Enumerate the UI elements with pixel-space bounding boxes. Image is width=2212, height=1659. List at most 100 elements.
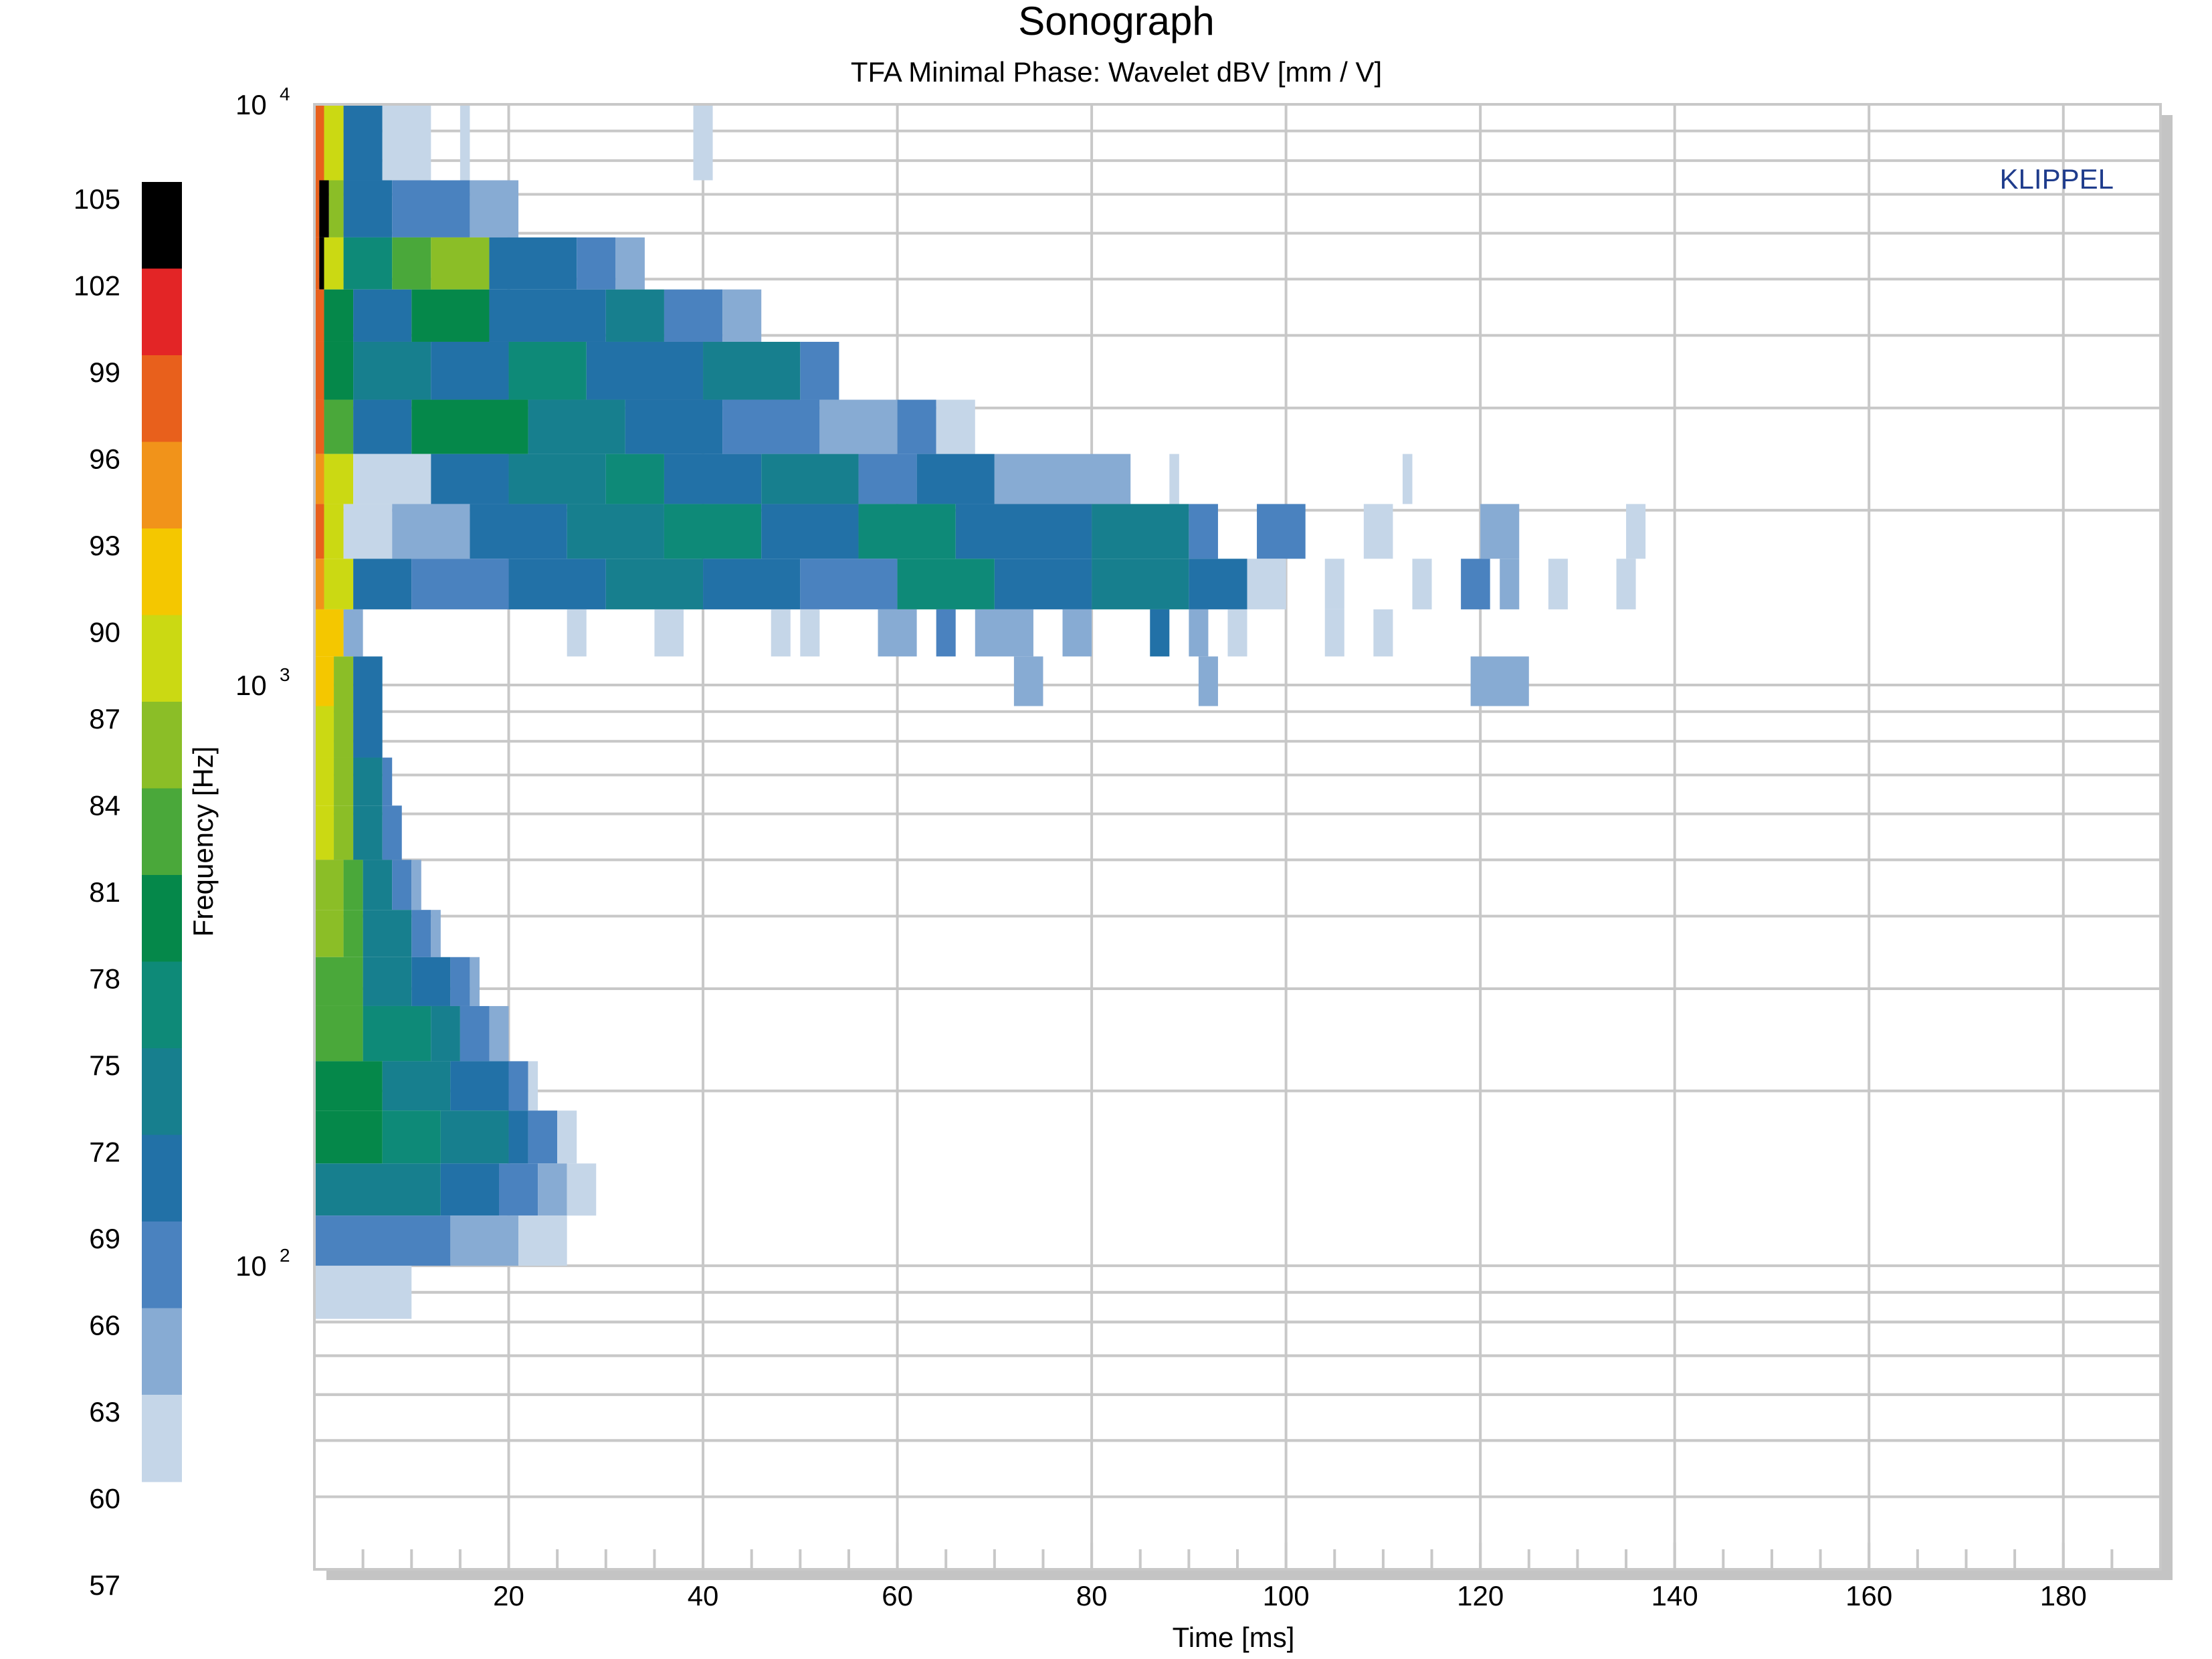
heatmap-cell: [994, 454, 1131, 504]
heatmap-cell: [382, 104, 431, 181]
heatmap-cell: [440, 1163, 499, 1216]
heatmap-cell: [334, 805, 354, 860]
y-tick-label: 10: [235, 89, 267, 120]
heatmap-cell: [664, 454, 762, 504]
heatmap-cell: [324, 399, 354, 454]
heatmap-cell: [508, 559, 606, 609]
heatmap-cell: [460, 1005, 490, 1062]
heatmap-cell: [858, 454, 917, 504]
heatmap-cell: [353, 341, 431, 400]
heatmap-cell: [353, 289, 412, 342]
heatmap-cell: [567, 609, 587, 657]
heatmap-cell: [897, 399, 936, 454]
x-tick-label: 40: [688, 1580, 719, 1612]
heatmap-cell: [1616, 559, 1636, 609]
heatmap-cell: [314, 706, 334, 758]
heatmap-cell: [324, 104, 344, 181]
heatmap-cell: [343, 609, 363, 657]
heatmap-cell: [1189, 504, 1218, 559]
heatmap-cell: [314, 1266, 412, 1319]
heatmap-cell: [324, 454, 354, 504]
heatmap-cell: [314, 1061, 383, 1111]
heatmap-cells: [314, 104, 1646, 1319]
heatmap-cell: [363, 860, 393, 910]
heatmap-cell: [1324, 559, 1344, 609]
colorbar-tick-label: 90: [89, 617, 120, 648]
heatmap-cell: [314, 656, 334, 706]
heatmap-cell: [1062, 609, 1092, 657]
heatmap-cell: [440, 1110, 509, 1164]
heatmap-cell: [314, 860, 344, 910]
x-tick-label: 140: [1651, 1580, 1698, 1612]
heatmap-cell: [489, 1005, 509, 1062]
heatmap-cell: [353, 805, 383, 860]
heatmap-cell: [615, 237, 645, 290]
colorbar-tick-label: 87: [89, 703, 120, 735]
heatmap-cell: [538, 1163, 567, 1216]
heatmap-cell: [382, 805, 402, 860]
heatmap-cell: [508, 454, 606, 504]
heatmap-cell: [722, 399, 820, 454]
colorbar-swatch: [142, 788, 182, 876]
heatmap-cell: [363, 957, 412, 1006]
heatmap-cell: [314, 1215, 451, 1266]
heatmap-cell: [800, 341, 839, 400]
colorbar-tick-labels: 105 102 99 96 93 90 87 84 81 78 75 72 69 66 63 60 57: [74, 183, 120, 1601]
y-tick-exponent: 3: [280, 664, 290, 685]
heatmap-cell: [605, 559, 704, 609]
chart-title: Sonograph: [1018, 0, 1215, 43]
heatmap-cell: [936, 399, 975, 454]
heatmap-cell: [916, 454, 995, 504]
heatmap-cell: [324, 341, 354, 400]
heatmap-cell: [1412, 559, 1432, 609]
heatmap-cell: [319, 237, 324, 290]
heatmap-cell: [1461, 559, 1490, 609]
y-tick-exponent: 2: [280, 1245, 290, 1266]
colorbar-swatch: [142, 615, 182, 702]
heatmap-cell: [353, 559, 412, 609]
heatmap-cell: [499, 1163, 538, 1216]
heatmap-cell: [460, 104, 470, 181]
heatmap-cell: [975, 609, 1033, 657]
heatmap-cell: [1626, 504, 1646, 559]
heatmap-cell: [411, 957, 451, 1006]
heatmap-cell: [450, 957, 470, 1006]
heatmap-cell: [1363, 504, 1393, 559]
heatmap-cell: [324, 289, 354, 342]
heatmap-cell: [314, 454, 324, 504]
heatmap-cell: [314, 957, 363, 1006]
klippel-watermark: KLIPPEL: [2000, 163, 2114, 195]
heatmap-cell: [1227, 609, 1247, 657]
colorbar-tick-label: 84: [89, 790, 120, 821]
colorbar-swatch: [142, 702, 182, 789]
heatmap-cell: [334, 656, 354, 706]
heatmap-cell: [761, 454, 859, 504]
heatmap-cell: [703, 341, 801, 400]
y-tick-exponent: 4: [280, 84, 290, 104]
heatmap-cell: [605, 289, 664, 342]
heatmap-cell: [314, 609, 344, 657]
heatmap-cell: [1402, 454, 1413, 504]
heatmap-cell: [353, 399, 412, 454]
heatmap-cell: [363, 1005, 431, 1062]
heatmap-cell: [470, 957, 480, 1006]
x-tick-label: 20: [493, 1580, 524, 1612]
heatmap-cell: [411, 559, 509, 609]
heatmap-cell: [328, 180, 344, 237]
colorbar-swatch: [142, 442, 182, 529]
heatmap-cell: [878, 609, 917, 657]
heatmap-cell: [664, 504, 762, 559]
heatmap-cell: [431, 237, 490, 290]
heatmap-cell: [343, 504, 393, 559]
heatmap-cell: [1198, 656, 1218, 706]
heatmap-cell: [470, 180, 519, 237]
colorbar-tick-label: 78: [89, 963, 120, 995]
heatmap-cell: [771, 609, 791, 657]
heatmap-cell: [1092, 559, 1189, 609]
colorbar-swatch: [142, 1222, 182, 1309]
heatmap-cell: [664, 289, 723, 342]
heatmap-cell: [314, 805, 334, 860]
heatmap-cell: [324, 237, 344, 290]
heatmap-cell: [431, 341, 509, 400]
heatmap-cell: [761, 504, 859, 559]
